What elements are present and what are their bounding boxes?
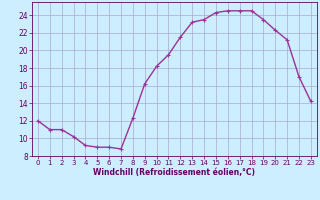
X-axis label: Windchill (Refroidissement éolien,°C): Windchill (Refroidissement éolien,°C) xyxy=(93,168,255,177)
